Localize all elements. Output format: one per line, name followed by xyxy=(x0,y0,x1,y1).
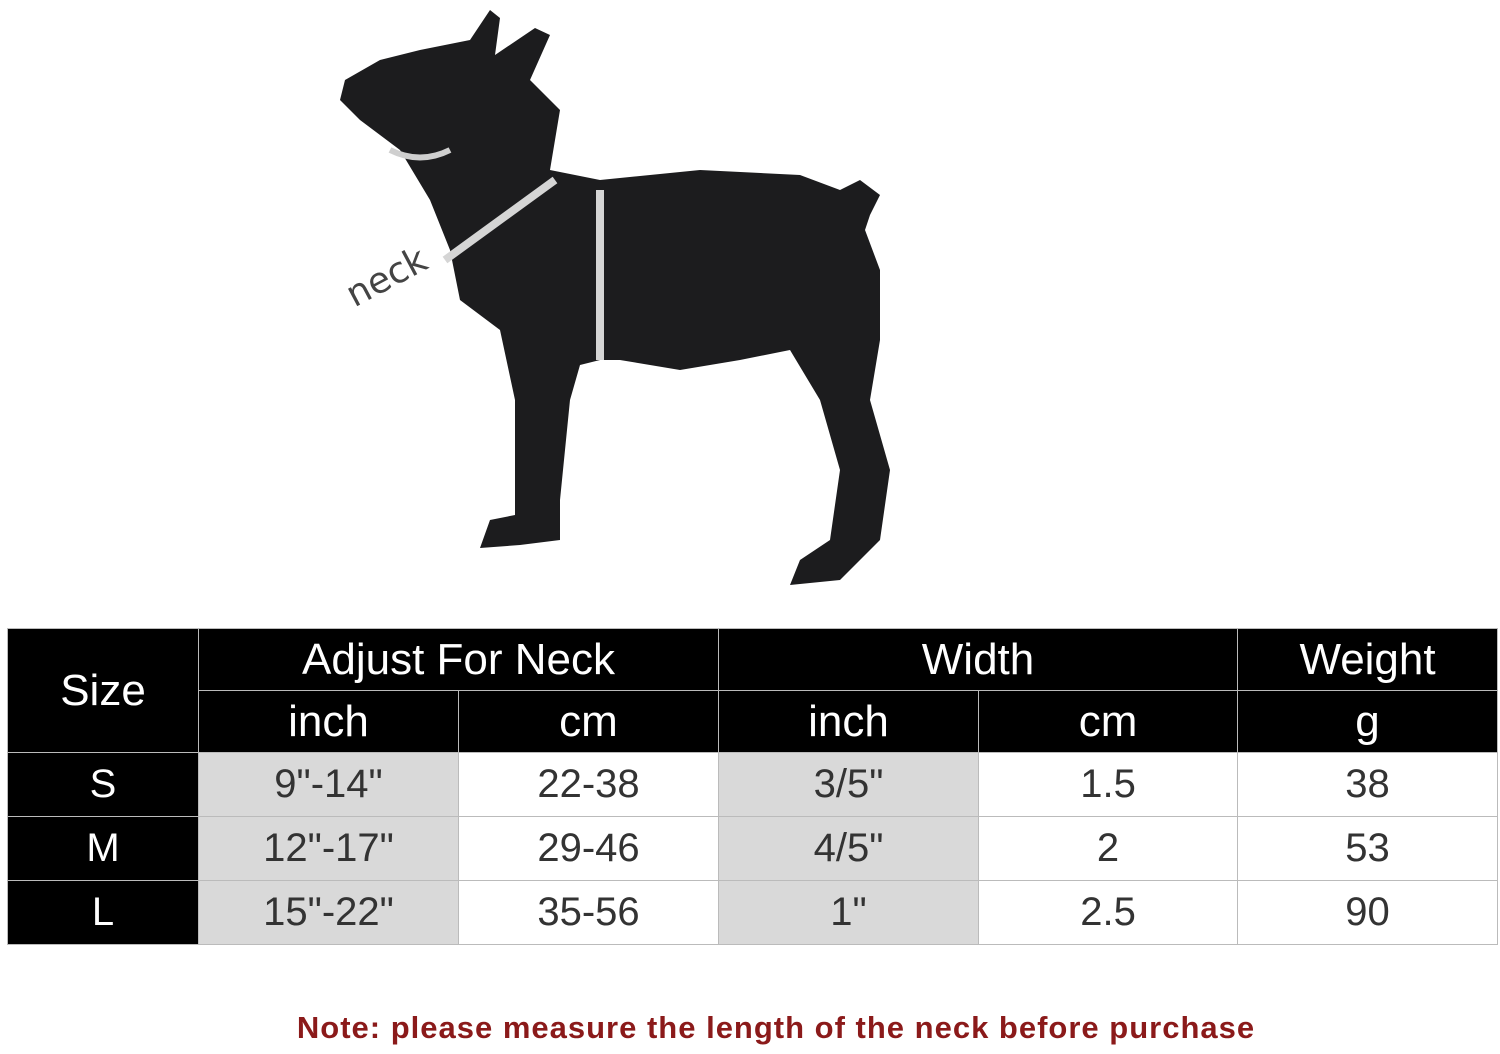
table-unit-row: inch cm inch cm g xyxy=(8,690,1499,753)
harness-strap xyxy=(442,176,604,360)
size-cell: M xyxy=(7,816,199,881)
measurement-note: Note: please measure the length of the n… xyxy=(296,1010,1256,1045)
unit-header: cm xyxy=(457,690,720,753)
neck-label: neck xyxy=(339,239,434,315)
unit-header: cm xyxy=(978,690,1239,753)
size-chart-table: Size Adjust For Neck Width Weight inch c… xyxy=(7,628,1499,945)
neck-cm-cell: 35-56 xyxy=(457,880,720,945)
unit-header: inch xyxy=(198,690,459,753)
size-cell: S xyxy=(7,752,199,817)
neck-inch-cell: 15"-22" xyxy=(198,880,459,945)
weight-cell: 38 xyxy=(1237,752,1499,817)
neck-group-header: Adjust For Neck xyxy=(197,628,720,691)
neck-inch-cell: 9"-14" xyxy=(198,752,459,817)
dog-body xyxy=(340,10,890,585)
width-inch-cell: 1" xyxy=(718,880,980,945)
width-group-header: Width xyxy=(718,628,1239,691)
size-header: Size xyxy=(7,628,199,753)
table-row: S 9"-14" 22-38 3/5" 1.5 38 xyxy=(7,752,1499,817)
weight-group-header: Weight xyxy=(1237,628,1499,691)
dog-silhouette-illustration: neck xyxy=(339,10,890,585)
weight-cell: 53 xyxy=(1237,816,1499,881)
width-cm-cell: 2 xyxy=(978,816,1239,881)
width-cm-cell: 1.5 xyxy=(978,752,1239,817)
collar xyxy=(388,147,452,161)
size-cell: L xyxy=(7,880,199,945)
unit-header: g xyxy=(1237,690,1499,753)
unit-header: inch xyxy=(718,690,980,753)
neck-inch-cell: 12"-17" xyxy=(198,816,459,881)
weight-cell: 90 xyxy=(1237,880,1499,945)
table-row: M 12"-17" 29-46 4/5" 2 53 xyxy=(7,816,1499,881)
table-header-row: Size Adjust For Neck Width Weight xyxy=(7,628,1499,753)
width-inch-cell: 4/5" xyxy=(718,816,980,881)
width-cm-cell: 2.5 xyxy=(978,880,1239,945)
neck-cm-cell: 22-38 xyxy=(457,752,720,817)
neck-cm-cell: 29-46 xyxy=(457,816,720,881)
table-row: L 15"-22" 35-56 1" 2.5 90 xyxy=(7,880,1499,945)
width-inch-cell: 3/5" xyxy=(718,752,980,817)
